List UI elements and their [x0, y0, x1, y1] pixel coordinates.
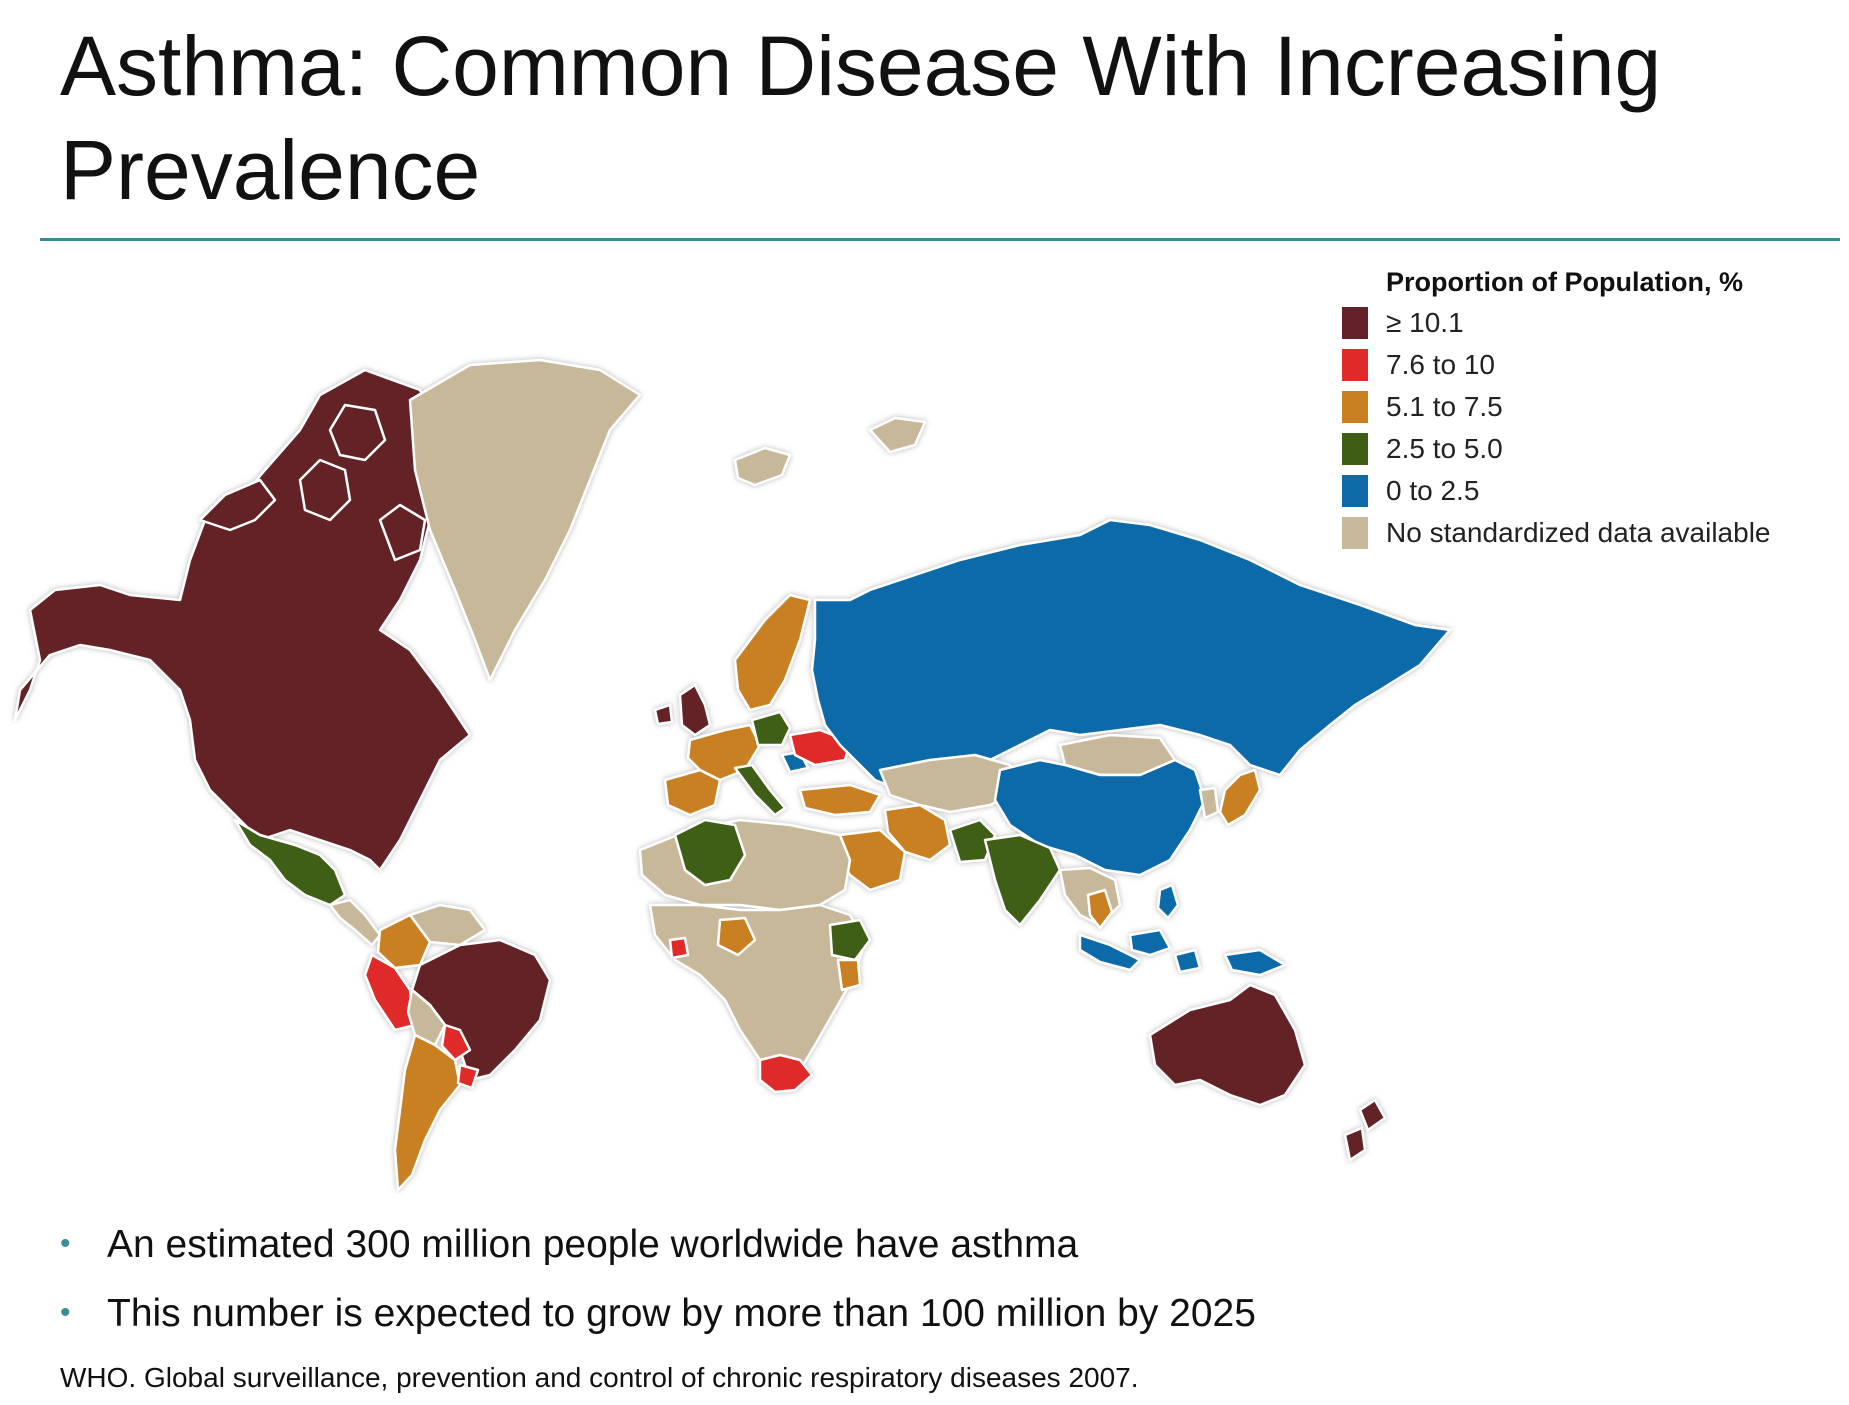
legend-swatch — [1342, 517, 1368, 549]
legend-label: No standardized data available — [1386, 517, 1771, 548]
region-new-zealand — [1343, 1098, 1387, 1162]
region-algeria — [673, 818, 747, 887]
region-ethiopia — [828, 918, 872, 962]
world-map — [13, 358, 1452, 1192]
legend-swatch — [1342, 349, 1368, 381]
region-nigeria — [716, 916, 757, 957]
region-indonesia — [1078, 928, 1202, 974]
bullet-list: • An estimated 300 million people worldw… — [60, 1212, 1256, 1350]
legend-swatch — [1342, 433, 1368, 465]
legend-label: ≥ 10.1 — [1386, 307, 1464, 338]
bullet-item: • An estimated 300 million people worldw… — [60, 1212, 1256, 1281]
legend-item: 7.6 to 10 — [1342, 344, 1842, 386]
legend-swatch — [1342, 391, 1368, 423]
legend-title: Proportion of Population, % — [1386, 267, 1743, 297]
region-mexico — [233, 818, 347, 907]
region-japan — [1218, 768, 1262, 827]
bullet-icon: • — [60, 1227, 71, 1260]
region-north-america-islands — [198, 403, 427, 562]
region-argentina — [393, 1033, 462, 1192]
legend-label: 2.5 to 5.0 — [1386, 433, 1503, 464]
region-italy — [733, 763, 787, 817]
legend-item: 2.5 to 5.0 — [1342, 428, 1842, 470]
region-papua-new-guinea — [1223, 948, 1287, 977]
region-kenya — [836, 958, 862, 992]
legend-item: No standardized data available — [1342, 512, 1842, 554]
legend-swatch — [1342, 475, 1368, 507]
region-north-africa — [638, 818, 852, 912]
legend-label: 5.1 to 7.5 — [1386, 391, 1503, 422]
region-uruguay — [456, 1063, 480, 1090]
region-ivory-coast — [668, 936, 690, 960]
region-poland — [750, 710, 792, 747]
region-greenland — [408, 358, 642, 682]
legend-label: 0 to 2.5 — [1386, 475, 1480, 506]
region-north-america — [13, 368, 472, 872]
slide-title: Asthma: Common Disease With Increasing P… — [60, 19, 1662, 217]
region-central-america — [328, 898, 382, 947]
title-divider — [40, 238, 1840, 241]
citation: WHO. Global surveillance, prevention and… — [60, 1362, 1139, 1393]
region-iran — [883, 803, 952, 862]
region-australia — [1148, 983, 1307, 1107]
legend-label: 7.6 to 10 — [1386, 349, 1495, 380]
region-sub-saharan-africa — [648, 903, 867, 1077]
legend-item: 0 to 2.5 — [1342, 470, 1842, 512]
map-legend: Proportion of Population, % ≥ 10.1 7.6 t… — [1342, 262, 1842, 554]
bullet-text: An estimated 300 million people worldwid… — [107, 1223, 1079, 1266]
region-korea — [1198, 786, 1220, 820]
region-russia — [810, 518, 1452, 792]
region-south-africa — [758, 1053, 814, 1094]
region-united-kingdom — [653, 683, 712, 737]
bullet-icon: • — [60, 1296, 71, 1329]
bullet-text: This number is expected to grow by more … — [107, 1292, 1256, 1335]
bullet-item: • This number is expected to grow by mor… — [60, 1281, 1256, 1350]
region-paraguay — [440, 1023, 472, 1062]
region-turkey — [798, 783, 882, 817]
region-india — [983, 833, 1062, 927]
region-peru — [363, 953, 417, 1032]
legend-item: ≥ 10.1 — [1342, 302, 1842, 344]
region-iceland — [733, 446, 792, 487]
region-thailand — [1086, 888, 1114, 930]
legend-item: 5.1 to 7.5 — [1342, 386, 1842, 428]
legend-swatch — [1342, 307, 1368, 339]
region-philippines — [1156, 883, 1180, 920]
region-scandinavia — [733, 593, 812, 712]
region-svalbard — [868, 416, 927, 454]
